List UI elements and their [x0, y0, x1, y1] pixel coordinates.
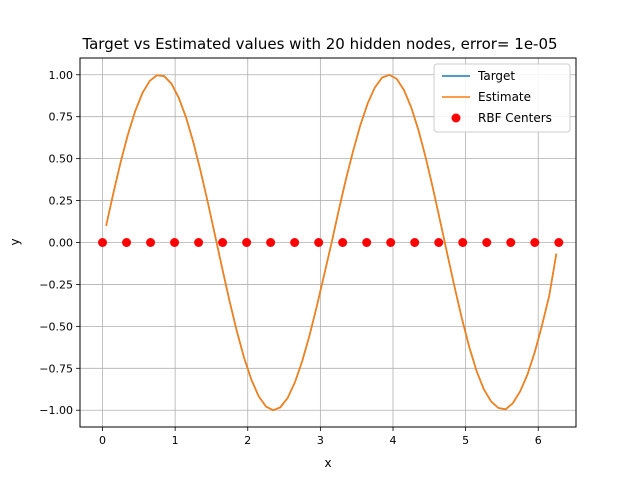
rbf-center-point	[170, 238, 180, 247]
rbf-center-point	[266, 238, 276, 247]
y-tick-label: −1.00	[39, 404, 73, 417]
y-tick-label: 0.25	[49, 195, 74, 208]
x-tick-label: 4	[389, 434, 396, 447]
y-tick-label: −0.25	[39, 278, 73, 291]
legend-box	[433, 63, 571, 133]
rbf-center-point	[506, 238, 516, 247]
series-lines	[105, 73, 558, 412]
y-tick-label: 1.00	[49, 69, 74, 82]
y-tick-label: −0.75	[39, 362, 73, 375]
legend: Target Estimate RBF Centers	[433, 63, 571, 133]
rbf-center-point	[386, 238, 396, 247]
legend-label: RBF Centers	[478, 111, 552, 125]
y-tick-label: 0.50	[49, 153, 74, 166]
rbf-center-point	[122, 238, 132, 247]
rbf-center-point	[362, 238, 372, 247]
grid	[80, 58, 576, 427]
x-tick-label: 2	[244, 434, 251, 447]
rbf-center-point	[434, 238, 444, 247]
series-line-estimate	[105, 73, 558, 412]
x-tick-label: 5	[462, 434, 469, 447]
y-tick-label: 0.00	[49, 237, 74, 250]
rbf-center-point	[458, 238, 468, 247]
x-tick-label: 6	[535, 434, 542, 447]
rbf-center-point	[482, 238, 492, 247]
legend-swatch	[451, 113, 461, 123]
rbf-center-point	[314, 238, 324, 247]
ticks: 0 1 2 3 4 5 6 −1.00 −0.75 −0.50 −0.25 0.00 0.25 0.50 0…	[39, 69, 541, 447]
legend-label: Estimate	[478, 90, 531, 104]
rbf-center-point	[530, 238, 540, 247]
rbf-center-point	[146, 238, 156, 247]
legend-label: Target	[477, 69, 515, 83]
y-tick-label: 0.75	[49, 111, 74, 124]
x-tick-label: 0	[99, 434, 106, 447]
rbf-center-point	[194, 238, 204, 247]
chart-title: Target vs Estimated values with 20 hidde…	[81, 35, 557, 53]
rbf-center-point	[218, 238, 228, 247]
x-tick-label: 3	[317, 434, 324, 447]
rbf-centers	[98, 238, 564, 247]
y-tick-label: −0.50	[39, 320, 73, 333]
rbf-center-point	[410, 238, 420, 247]
rbf-center-point	[242, 238, 252, 247]
x-axis-label: x	[324, 456, 331, 470]
rbf-center-point	[338, 238, 348, 247]
rbf-center-point	[554, 238, 564, 247]
x-tick-label: 1	[172, 434, 179, 447]
y-axis-label: y	[8, 238, 22, 245]
rbf-center-point	[290, 238, 300, 247]
rbf-center-point	[98, 238, 108, 247]
